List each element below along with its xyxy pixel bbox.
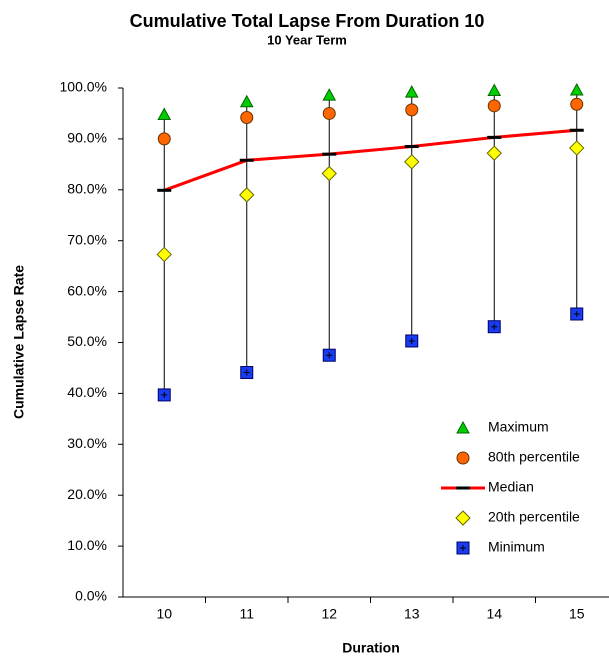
legend-label: 80th percentile — [488, 449, 580, 465]
legend-label: Minimum — [488, 539, 545, 555]
marker — [321, 165, 337, 182]
marker-cross — [243, 369, 250, 376]
y-tick-label: 50.0% — [67, 333, 107, 349]
marker — [157, 132, 171, 146]
marker-cross — [573, 310, 580, 317]
marker-cross — [408, 337, 415, 344]
marker-cross — [491, 323, 498, 330]
y-tick-label: 70.0% — [67, 231, 107, 247]
marker — [404, 85, 419, 98]
y-tick-label: 20.0% — [67, 486, 107, 502]
marker — [404, 154, 420, 170]
marker-cross — [161, 391, 168, 398]
x-tick-label: 12 — [321, 606, 337, 622]
marker — [240, 111, 254, 125]
marker — [570, 97, 584, 111]
chart-title: Cumulative Total Lapse From Duration 10 — [130, 11, 485, 31]
y-tick-label: 60.0% — [67, 282, 107, 298]
x-tick-label: 14 — [486, 606, 502, 622]
marker — [239, 187, 255, 203]
median-line — [163, 128, 577, 192]
y-tick-label: 10.0% — [67, 537, 107, 553]
marker — [239, 94, 254, 108]
marker — [569, 82, 584, 96]
y-axis-title: Cumulative Lapse Rate — [11, 265, 27, 419]
legend-label: 20th percentile — [488, 509, 580, 525]
marker — [487, 83, 502, 97]
y-tick-label: 80.0% — [67, 181, 107, 197]
x-tick-label: 11 — [239, 606, 254, 622]
marker — [456, 451, 470, 465]
y-tick-label: 30.0% — [67, 435, 107, 451]
marker-cross — [460, 545, 466, 551]
x-tick-label: 10 — [156, 606, 172, 622]
marker — [486, 145, 502, 161]
marker — [157, 107, 172, 120]
marker — [456, 420, 470, 434]
legend-label: Median — [488, 479, 534, 495]
x-tick-label: 13 — [404, 606, 420, 622]
x-tick-label: 15 — [569, 606, 585, 622]
y-tick-label: 100.0% — [60, 79, 107, 95]
marker — [455, 510, 471, 526]
marker-cross — [326, 352, 333, 359]
marker — [569, 140, 585, 156]
chart-subtitle: 10 Year Term — [267, 32, 347, 47]
marker — [405, 103, 419, 117]
marker — [487, 99, 501, 113]
y-tick-label: 0.0% — [75, 588, 107, 604]
y-tick-label: 40.0% — [67, 384, 107, 400]
legend-label: Maximum — [488, 419, 549, 435]
y-tick-label: 90.0% — [67, 130, 107, 146]
marker — [322, 88, 337, 101]
marker — [156, 246, 172, 263]
x-axis-title: Duration — [342, 640, 400, 656]
marker — [322, 106, 336, 120]
